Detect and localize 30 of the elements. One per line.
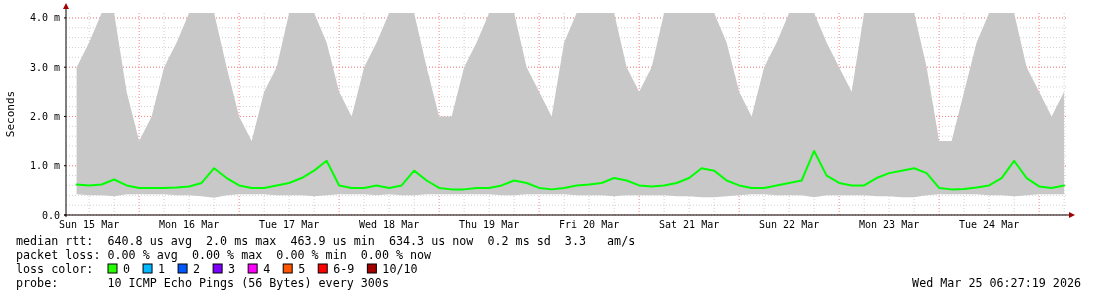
y-axis-title: Seconds: [4, 90, 17, 138]
y-tick-label: 1.0 m: [29, 160, 60, 172]
y-tick-label: 4.0 m: [29, 12, 60, 24]
x-tick-label: Mon 23 Mar: [859, 219, 920, 230]
text: 4: [263, 262, 271, 276]
text: 5: [298, 262, 306, 276]
x-tick-label: Thu 19 Mar: [459, 219, 520, 230]
text: 3: [228, 262, 236, 276]
text: Wed Mar 25 06:27:19 2026: [912, 276, 1081, 290]
x-tick-label: Mon 16 Mar: [159, 219, 220, 230]
x-tick-label: Sat 21 Mar: [659, 219, 720, 230]
text: 1: [158, 262, 166, 276]
x-tick-label: Fri 20 Mar: [559, 219, 620, 230]
x-tick-label: Tue 17 Mar: [259, 219, 320, 230]
text: 0: [123, 262, 131, 276]
y-tick-label: 2.0 m: [29, 110, 60, 122]
text: 6-9: [333, 262, 355, 276]
text: 2: [193, 262, 201, 276]
x-tick-label: Sun 22 Mar: [759, 219, 820, 230]
y-tick-label: 3.0 m: [29, 61, 60, 73]
y-tick-label: 0.0: [41, 209, 60, 221]
line-series: [75, 149, 1066, 191]
text: packet loss: 0.00 % avg 0.00 % max 0.00 % min 0.00 % now: [16, 248, 433, 262]
text: median rtt: 640.8 us avg 2.0 ms max 463.9 us min 634.3 us now 0.2 ms sd 3.3 am/s: [16, 234, 636, 248]
x-tick-label: Sun 15 Mar: [59, 219, 120, 230]
text: loss color:: [16, 262, 94, 276]
text: probe: 10 ICMP Echo Pings (56 Bytes) every 300s: [16, 276, 389, 290]
text: 10/10: [382, 262, 418, 276]
x-tick-label: Wed 18 Mar: [359, 219, 420, 230]
x-tick-label: Tue 24 Mar: [959, 219, 1020, 230]
